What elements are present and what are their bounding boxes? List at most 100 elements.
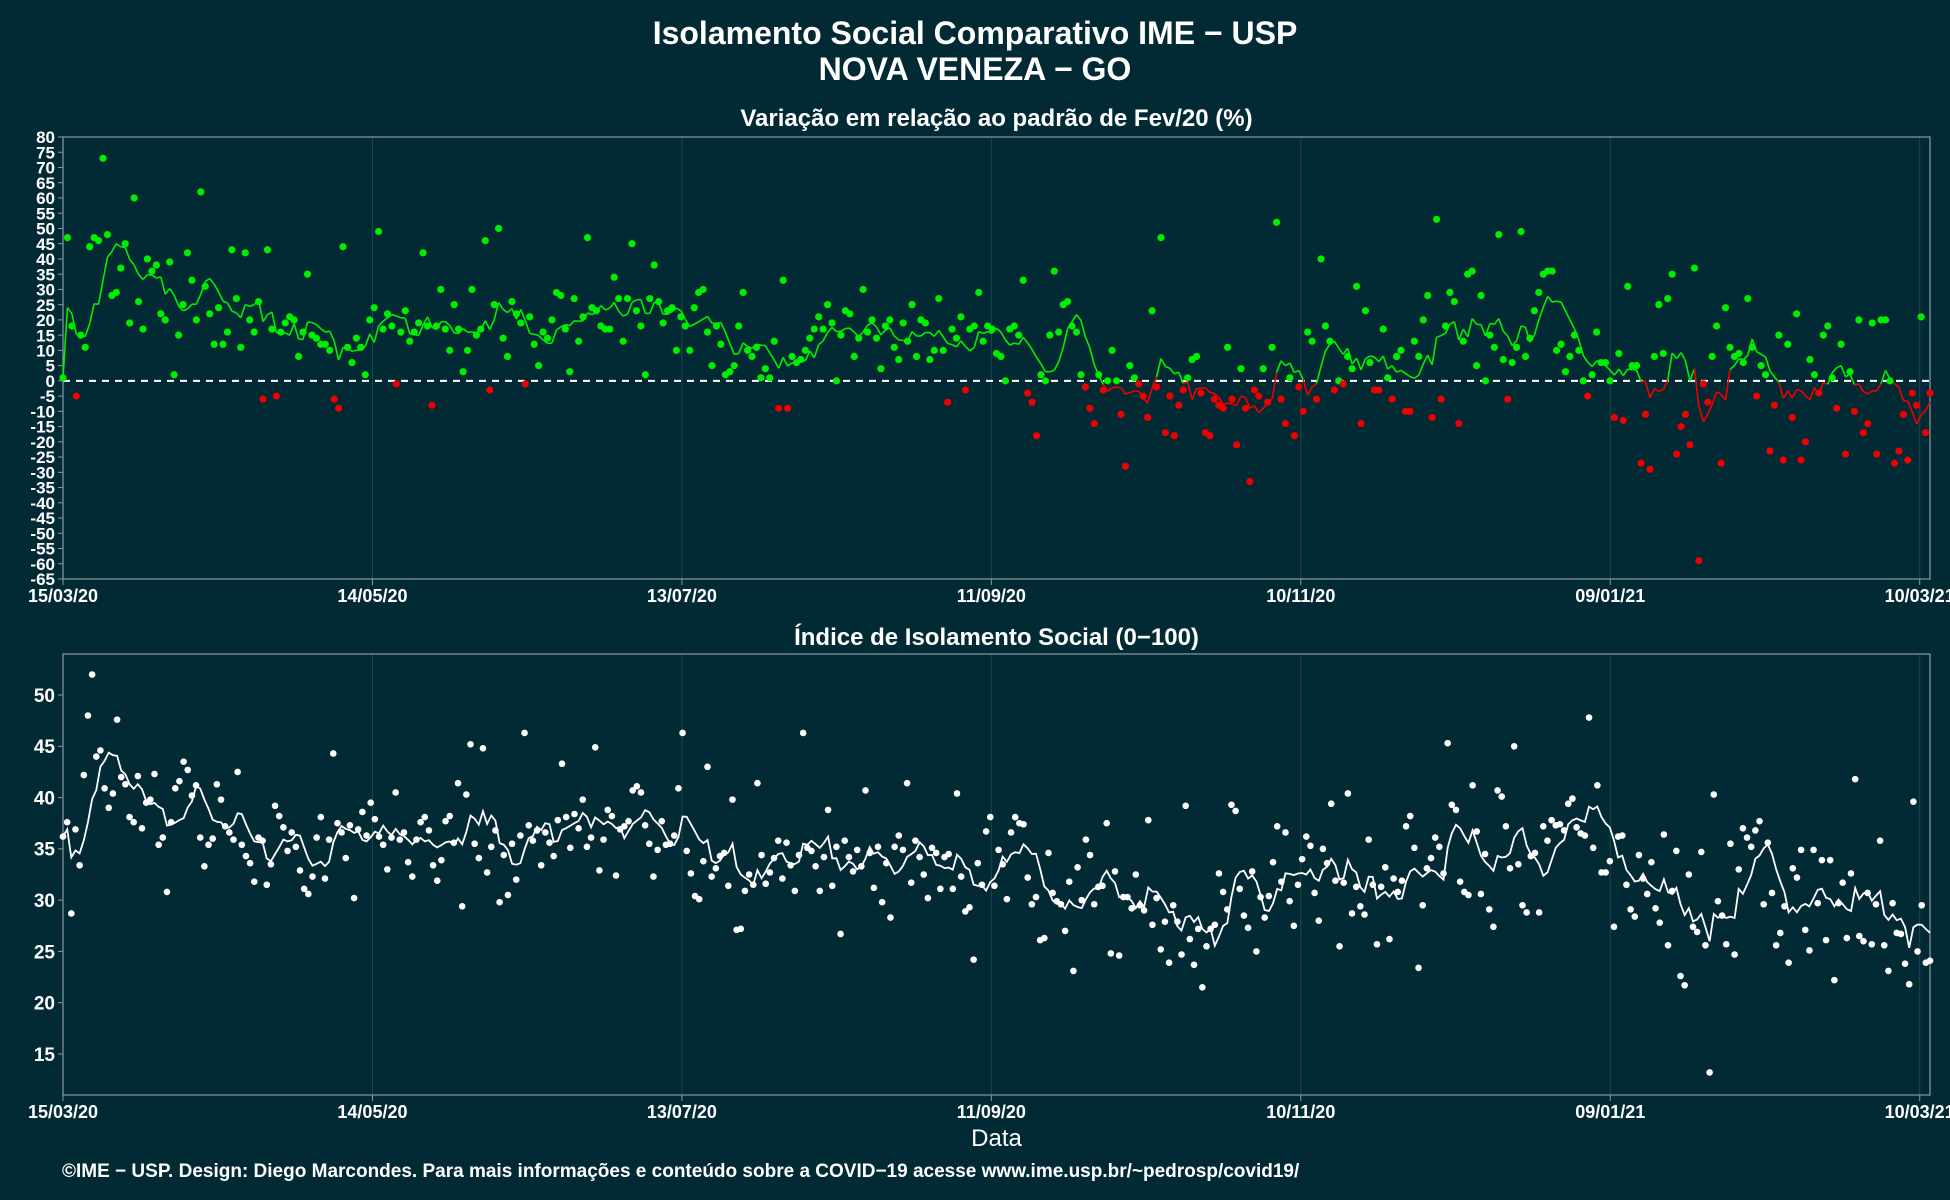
- moving-average-segment: [809, 350, 815, 359]
- data-point: [1828, 374, 1836, 382]
- data-point: [1631, 913, 1639, 920]
- moving-average-segment: [911, 331, 918, 337]
- data-point: [1530, 307, 1538, 315]
- data-point: [299, 328, 307, 336]
- moving-average-segment: [1742, 355, 1749, 361]
- data-point: [508, 840, 516, 848]
- moving-average-segment: [734, 352, 739, 356]
- moving-average-segment: [1907, 401, 1913, 413]
- moving-average-segment: [698, 318, 704, 323]
- data-point: [1641, 410, 1650, 418]
- data-point: [1095, 371, 1103, 379]
- moving-average-segment: [1080, 320, 1087, 338]
- data-point: [866, 849, 873, 857]
- x-tick-label: 10/11/20: [1266, 586, 1335, 606]
- moving-average-segment: [160, 276, 167, 295]
- data-point: [1253, 948, 1260, 955]
- data-point: [366, 316, 374, 324]
- moving-average-segment: [271, 311, 278, 333]
- moving-average-segment: [1155, 358, 1162, 378]
- moving-average-segment: [542, 339, 549, 345]
- data-point: [1020, 820, 1027, 828]
- data-point: [1015, 331, 1023, 339]
- isolation-index-chart: Índice de Isolamento Social (0−100) 50 45 4…: [28, 623, 1950, 1152]
- moving-average-segment: [1622, 368, 1629, 377]
- data-point: [1055, 328, 1063, 336]
- data-point: [1170, 432, 1178, 440]
- data-point: [850, 352, 858, 361]
- data-point: [477, 325, 485, 333]
- y-tick-label: 55: [36, 204, 55, 223]
- y-tick-label: -10: [30, 402, 55, 421]
- data-point: [623, 294, 632, 303]
- data-point: [126, 813, 133, 821]
- moving-average-segment: [391, 313, 397, 317]
- data-point: [1339, 380, 1347, 388]
- moving-average-segment: [1756, 350, 1762, 355]
- data-point: [354, 826, 362, 833]
- moving-average-segment: [1227, 402, 1233, 405]
- data-point: [455, 325, 463, 333]
- moving-average-segment: [1671, 352, 1678, 360]
- data-point: [1717, 459, 1725, 467]
- moving-average-segment: [1898, 387, 1905, 401]
- moving-average-segment: [1186, 381, 1193, 400]
- data-point: [1086, 851, 1094, 859]
- data-point: [321, 875, 329, 882]
- data-point: [1721, 304, 1730, 312]
- moving-average-segment: [947, 342, 953, 346]
- data-point: [1618, 832, 1626, 839]
- moving-average-segment: [1560, 301, 1567, 312]
- data-point: [1519, 901, 1526, 909]
- data-point: [1219, 404, 1227, 412]
- data-point: [521, 380, 529, 388]
- data-point: [1452, 806, 1460, 814]
- data-point: [1801, 926, 1809, 934]
- x-tick-label: 15/03/20: [28, 586, 98, 606]
- data-point: [774, 837, 782, 844]
- data-point: [1656, 919, 1664, 927]
- data-point: [1847, 870, 1855, 877]
- data-point: [205, 841, 212, 849]
- moving-average-segment: [231, 310, 237, 314]
- moving-average-segment: [1764, 356, 1771, 372]
- data-point: [1926, 957, 1934, 964]
- data-point: [1278, 878, 1285, 885]
- data-point: [859, 285, 867, 294]
- moving-average-segment: [1031, 349, 1038, 358]
- data-point: [1806, 947, 1813, 954]
- data-point: [1764, 839, 1772, 847]
- moving-average-segment: [373, 325, 380, 343]
- moving-average-segment: [1418, 363, 1424, 376]
- data-point: [730, 362, 738, 370]
- moving-average-segment: [773, 359, 780, 369]
- data-point: [1477, 291, 1485, 300]
- moving-average-segment: [1533, 319, 1540, 336]
- moving-average-segment: [1026, 342, 1033, 350]
- moving-average-segment: [417, 324, 424, 336]
- data-point: [791, 887, 799, 895]
- data-point: [628, 240, 636, 248]
- data-point: [184, 766, 192, 774]
- data-point: [1556, 820, 1564, 828]
- moving-average-segment: [1880, 370, 1887, 384]
- data-point: [330, 395, 338, 403]
- data-point: [858, 862, 865, 870]
- data-point: [846, 310, 854, 318]
- data-point: [1290, 922, 1298, 930]
- data-point: [338, 829, 345, 836]
- data-point: [1428, 413, 1436, 422]
- moving-average-segment: [1231, 403, 1237, 407]
- moving-average-segment: [982, 330, 988, 335]
- data-point: [1610, 413, 1618, 422]
- data-point: [312, 334, 320, 342]
- data-point: [878, 898, 886, 906]
- moving-average-segment: [1796, 388, 1802, 392]
- moving-average-segment: [987, 330, 993, 335]
- data-point: [899, 319, 907, 327]
- moving-average-segment: [1129, 390, 1135, 394]
- moving-average-segment: [1635, 369, 1642, 383]
- data-point: [1397, 346, 1405, 354]
- data-point: [1432, 215, 1441, 223]
- data-point: [745, 871, 753, 878]
